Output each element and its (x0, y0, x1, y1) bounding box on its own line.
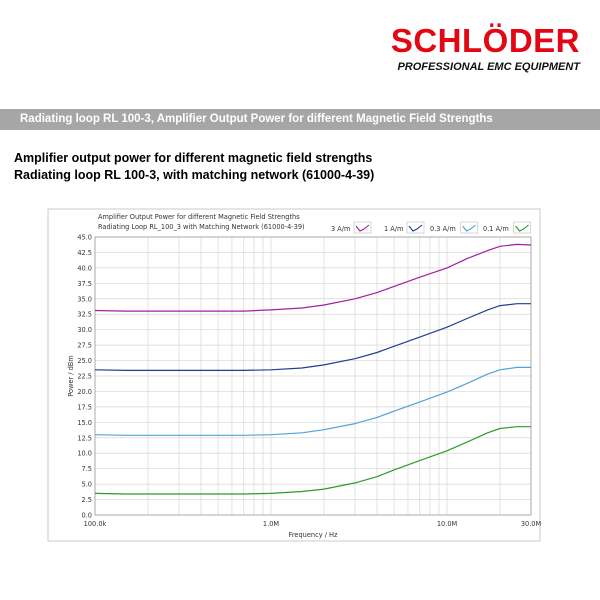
legend-line (355, 224, 370, 232)
y-tick-label: 42.5 (77, 249, 92, 257)
y-tick-label: 12.5 (77, 434, 92, 442)
x-tick-label: 10.0M (437, 520, 458, 528)
y-tick-label: 5.0 (82, 481, 93, 489)
legend-entry: 1 A/m (384, 221, 425, 234)
series-line (94, 303, 531, 371)
chart-title: Amplifier Output Power for different Mag… (98, 213, 300, 221)
chart-frame (47, 208, 541, 542)
x-tick-label: 1.0M (263, 520, 279, 528)
y-tick-label: 25.0 (77, 357, 92, 365)
brand-tagline: PROFESSIONAL EMC EQUIPMENT (397, 61, 580, 73)
y-tick-label: 40.0 (77, 264, 92, 272)
y-tick-label: 0.0 (82, 512, 93, 520)
legend-label: 1 A/m (384, 225, 403, 233)
legend-swatch (513, 221, 531, 234)
legend-line (515, 224, 529, 232)
y-tick-label: 45.0 (77, 234, 92, 242)
x-tick-label: 30.0M (521, 520, 542, 528)
legend-swatch (460, 221, 478, 234)
grid-lines (94, 236, 532, 516)
y-tick-label: 37.5 (77, 280, 92, 288)
legend-label: 0.1 A/m (483, 225, 509, 233)
plot-area (94, 236, 532, 516)
y-tick-label: 10.0 (77, 450, 92, 458)
legend-line (408, 224, 423, 232)
series-line (94, 366, 531, 436)
y-axis-label: Power / dBm (67, 355, 75, 396)
y-tick-label: 20.0 (77, 388, 92, 396)
brand-name: SCHLÖDER (390, 22, 580, 59)
legend-label: 0.3 A/m (430, 225, 456, 233)
legend-label: 3 A/m (331, 225, 350, 233)
y-tick-label: 17.5 (77, 403, 92, 411)
chart-subtitle: Radiating Loop RL_100_3 with Matching Ne… (98, 223, 305, 231)
y-tick-label: 27.5 (77, 342, 92, 350)
y-tick-label: 2.5 (82, 496, 93, 504)
brand-logo: SCHLÖDER PROFESSIONAL EMC EQUIPMENT (391, 24, 580, 74)
y-tick-label: 22.5 (77, 373, 92, 381)
heading-line-1: Amplifier output power for different mag… (14, 151, 373, 165)
page-heading: Amplifier output power for different mag… (14, 150, 374, 184)
y-tick-label: 30.0 (77, 326, 92, 334)
series-line (94, 243, 532, 312)
legend-entry: 0.3 A/m (430, 221, 478, 234)
section-banner: Radiating loop RL 100-3, Amplifier Outpu… (0, 109, 600, 130)
series-line (94, 426, 531, 495)
y-tick-label: 7.5 (82, 465, 93, 473)
legend-swatch (353, 221, 372, 234)
legend-line (462, 224, 476, 232)
y-tick-label: 35.0 (77, 295, 92, 303)
y-tick-label: 32.5 (77, 311, 92, 319)
y-tick-label: 15.0 (77, 419, 92, 427)
x-tick-label: 100.0k (84, 520, 107, 528)
x-axis-label: Frequency / Hz (289, 531, 338, 539)
legend-swatch (406, 221, 425, 234)
legend-entry: 0.1 A/m (483, 221, 531, 234)
heading-line-2: Radiating loop RL 100-3, with matching n… (14, 168, 375, 182)
legend-entry: 3 A/m (331, 221, 372, 234)
